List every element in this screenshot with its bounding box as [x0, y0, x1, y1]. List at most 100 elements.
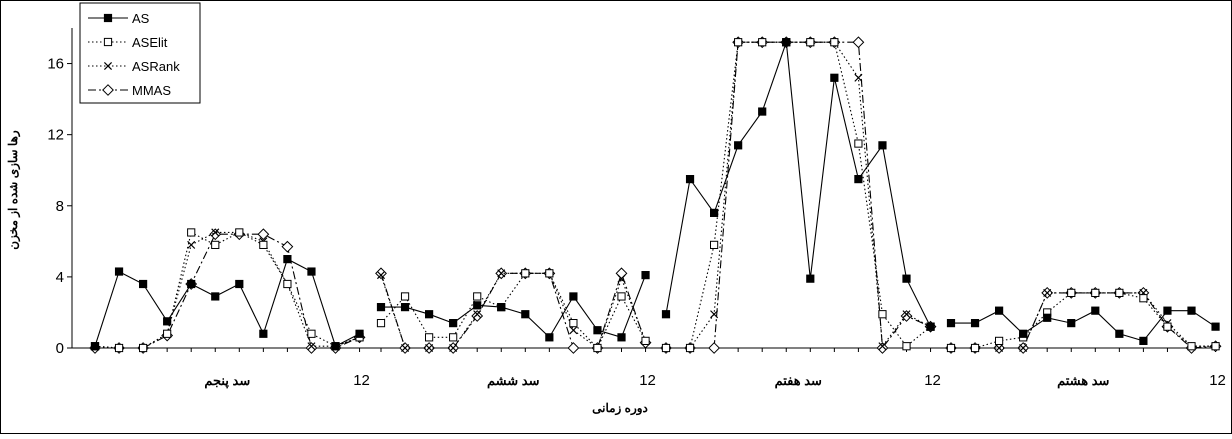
series-mmas-point [900, 310, 913, 322]
series-as-point [569, 292, 578, 301]
legend-as-point [103, 13, 113, 23]
y-tick-label: 8 [56, 198, 64, 215]
series-aselit-point [235, 228, 244, 237]
series-aselit-point [1187, 342, 1196, 351]
series-as-point [355, 329, 364, 338]
series-mmas-point [708, 342, 721, 354]
series-as-point [545, 333, 554, 342]
series-as-point [1115, 329, 1124, 338]
series-aselit-point [139, 343, 148, 353]
series-asrank-point [401, 343, 410, 353]
series-mmas-point [257, 228, 270, 241]
series-aselit-point [283, 279, 292, 289]
series-asrank-point [449, 343, 458, 353]
series-asrank-point [376, 271, 386, 280]
legend-mmas-label: MMAS [132, 83, 171, 98]
series-as-point [661, 310, 671, 319]
series-asrank-point [187, 240, 196, 249]
series-asrank-point [854, 73, 863, 82]
series-aselit-point [878, 310, 887, 319]
series-asrank-point [902, 310, 911, 319]
x-tick-label: 12 [353, 372, 370, 389]
series-asrank-point [211, 228, 220, 237]
legend-aselit-label: ASElit [132, 35, 168, 50]
x-tick-label: 12 [1209, 372, 1226, 389]
series-as-point [1067, 319, 1076, 328]
series-as-point [830, 73, 839, 82]
series-asrank-point [473, 310, 482, 319]
series-mmas-point [876, 342, 889, 354]
series-aselit-point [854, 139, 863, 148]
series-as-point [1187, 306, 1196, 315]
series-aselit-point [995, 336, 1004, 345]
series-mmas-point [281, 240, 294, 253]
y-axis-title: رها سازی شده از مخزن [6, 130, 21, 250]
series-as-point [806, 274, 815, 283]
series-asrank-point [307, 342, 316, 351]
series-as-point [187, 279, 196, 289]
series-as-point [782, 38, 791, 47]
series-aselit-point [163, 329, 172, 338]
series-asrank-point [878, 342, 887, 351]
series-aselit-point [830, 38, 839, 47]
series-as-point [1163, 306, 1172, 315]
legend-asrank-point [103, 61, 113, 71]
series-aselit-point [661, 343, 671, 353]
legend-aselit-point [103, 37, 113, 47]
series-aselit-point [187, 228, 196, 237]
legend-asrank-label: ASRank [132, 59, 180, 74]
series-as-line [665, 42, 931, 327]
series-aselit-point [259, 240, 268, 249]
series-as-point [211, 292, 220, 301]
series-as [90, 38, 1220, 351]
series-aselit-point [425, 333, 434, 342]
series-aselit-point [1115, 288, 1124, 297]
series-asrank-point [1043, 288, 1052, 297]
series-aselit-point [1139, 294, 1148, 303]
series-as-point [734, 141, 743, 150]
y-tick-label: 0 [56, 340, 64, 357]
series-asrank-point [569, 326, 578, 335]
y-tick-label: 4 [56, 269, 64, 286]
series-as-point [139, 279, 148, 289]
series-asrank-point [1019, 343, 1028, 353]
series-aselit-point [521, 269, 530, 278]
series-as-point [970, 319, 980, 328]
series-as-point [163, 317, 172, 326]
legend-box [79, 2, 201, 104]
x-tick-label: 12 [924, 372, 941, 389]
series-as-point [995, 306, 1004, 315]
y-tick-label: 12 [47, 127, 64, 144]
series-as-point [854, 175, 863, 184]
series-as-point [90, 342, 100, 351]
series-aselit-point [1067, 288, 1076, 297]
series-as-point [902, 274, 911, 283]
series-aselit-line [666, 41, 931, 349]
series-as-point [946, 319, 956, 328]
series-as-point [1211, 322, 1220, 331]
series-as-point [1019, 329, 1028, 338]
series-aselit-point [902, 342, 911, 351]
x-tick-label: 12 [639, 372, 656, 389]
series-as-point [376, 303, 386, 312]
series-mmas-point [567, 342, 580, 354]
series-mmas-point [852, 36, 865, 49]
series-aselit-point [307, 329, 316, 338]
series-as-point [641, 271, 650, 280]
series-aselit-point [211, 240, 220, 249]
series-aselit-point [593, 343, 602, 353]
group-label: سد هشتم [1057, 373, 1109, 389]
series-as-point [1139, 336, 1148, 345]
series-aselit-point [114, 343, 124, 353]
group-label: سد هفتم [775, 373, 822, 389]
series-as-point [878, 141, 887, 150]
series-as-point [926, 322, 935, 331]
series-aselit-point [710, 240, 719, 249]
series-as-point [1091, 306, 1100, 315]
series-aselit-point [449, 333, 458, 342]
legend-as-label: AS [132, 11, 150, 26]
series-asrank-point [995, 343, 1004, 353]
